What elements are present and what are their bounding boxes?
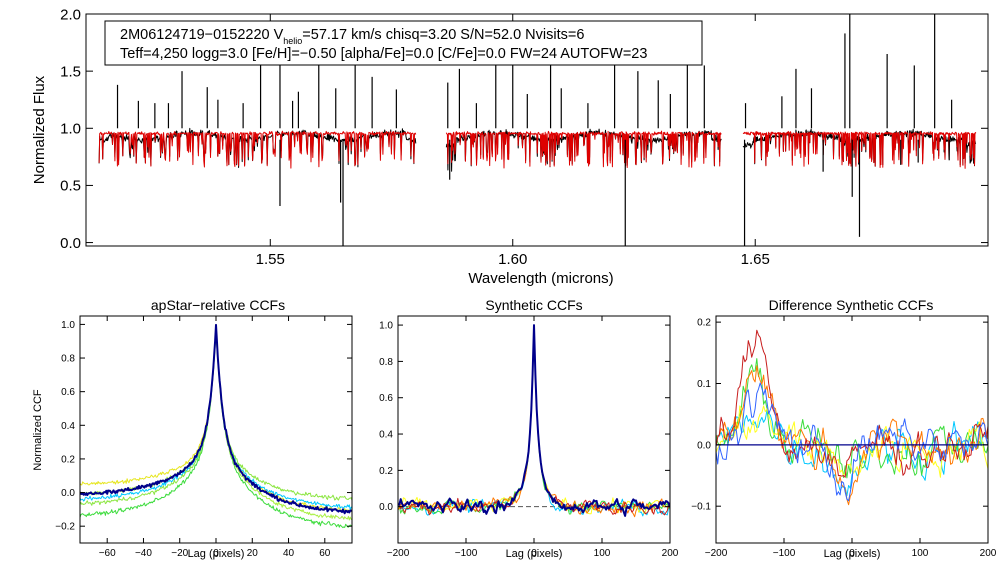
ytick-label: −0.2	[55, 522, 75, 533]
synthetic-fit-line	[742, 130, 977, 169]
info-line-1-subscript: helio	[283, 36, 302, 46]
spectrum-ylabel: Normalized Flux	[31, 75, 48, 184]
ytick-label: 1.0	[379, 321, 393, 332]
synthetic-ccf-plot-area	[398, 324, 670, 518]
xtick-label: 100	[594, 548, 611, 559]
difference-ccf-line	[716, 365, 988, 506]
apstar-ccf-plot-area	[80, 323, 352, 529]
xtick-label: −20	[171, 548, 188, 559]
synthetic-ccf-panel: Synthetic CCFs −200 −100 0 100 200 0.0 0.2 0.4 0…	[379, 297, 679, 560]
difference-ccf-axes: −200 −100 0 100 200 −0.1 0.0 0.1 0.2	[691, 316, 997, 559]
info-line-2: Teff=4,250 logg=3.0 [Fe/H]=−0.50 [alpha/…	[120, 46, 647, 62]
ytick-label: 0.2	[697, 318, 711, 329]
difference-ccf-plot-area	[716, 329, 988, 506]
difference-ccf-title: Difference Synthetic CCFs	[769, 297, 934, 313]
xtick-label: 200	[662, 548, 679, 559]
spectrum-info-box	[104, 20, 703, 66]
xtick-label: 1.60	[498, 251, 527, 268]
synthetic-fit-line	[445, 130, 722, 169]
ytick-label: 0.4	[61, 421, 75, 432]
apstar-ccf-axes: −60 −40 −20 0 20 40 60 −0.2 0.0 0.2 0.4 0.6 0.8 1.0	[55, 316, 352, 559]
difference-ccf-line	[716, 409, 988, 497]
apstar-ccf-line	[80, 327, 352, 511]
ytick-label: 0.1	[697, 379, 711, 390]
difference-ccf-line	[716, 382, 988, 502]
ytick-label: 0.0	[379, 502, 393, 513]
apstar-ccf-ylabel: Normalized CCF	[32, 389, 44, 471]
synthetic-fit-line	[98, 130, 417, 169]
spectrum-panel: 1.55 1.60 1.65 0.0 0.5 1.0 1.5 2.0 Wavelength (…	[31, 6, 989, 287]
ytick-label: 0.4	[379, 430, 393, 441]
ytick-label: 0.2	[379, 466, 393, 477]
synthetic-ccf-title: Synthetic CCFs	[485, 297, 582, 313]
spectrum-axes: 1.55 1.60 1.65 0.0 0.5 1.0 1.5 2.0	[60, 6, 988, 268]
ytick-label: 0.0	[697, 440, 711, 451]
apstar-ccf-line	[80, 328, 352, 506]
xtick-label: −100	[773, 548, 796, 559]
synthetic-ccf-xlabel: Lag (pixels)	[506, 548, 563, 560]
difference-ccf-xlabel: Lag (pixels)	[824, 548, 881, 560]
ytick-label: 0.2	[61, 454, 75, 465]
apstar-ccf-line	[80, 332, 352, 521]
ytick-label: 0.8	[61, 354, 75, 365]
info-line-1: 2M06124719−0152220 Vhelio=57.17 km/s chi…	[120, 27, 584, 46]
apstar-ccf-line	[80, 323, 352, 515]
apstar-ccf-line	[80, 327, 352, 529]
ytick-label: 2.0	[60, 6, 81, 23]
xtick-label: 200	[980, 548, 997, 559]
apstar-ccf-title: apStar−relative CCFs	[151, 297, 285, 313]
xtick-label: 40	[283, 548, 295, 559]
ytick-label: 0.5	[60, 178, 81, 195]
spectrum-frame	[85, 13, 989, 247]
apstar-ccf-panel: apStar−relative CCFs −60 −40 −20 0 20 40 60 −0.…	[32, 297, 353, 560]
xtick-label: −60	[99, 548, 116, 559]
info-line-1-rest: =57.17 km/s chisq=3.20 S/N=52.0 Nvisits=…	[302, 27, 584, 43]
ytick-label: 0.6	[379, 393, 393, 404]
ytick-label: 1.5	[60, 63, 81, 80]
ytick-label: 1.0	[60, 121, 81, 138]
xtick-label: −40	[135, 548, 152, 559]
apstar-ccf-xlabel: Lag (pixels)	[188, 548, 245, 560]
ytick-label: 0.0	[61, 488, 75, 499]
xtick-label: 1.65	[741, 251, 770, 268]
xtick-label: 60	[319, 548, 331, 559]
xtick-label: −100	[455, 548, 478, 559]
ytick-label: 0.0	[60, 235, 81, 252]
xtick-label: 1.55	[256, 251, 285, 268]
synthetic-ccf-line	[398, 324, 670, 517]
xtick-label: −200	[705, 548, 728, 559]
xtick-label: −200	[387, 548, 410, 559]
difference-ccf-line	[716, 358, 988, 479]
apstar-ccf-line	[80, 326, 352, 513]
xtick-label: 100	[912, 548, 929, 559]
xtick-label: 0	[531, 548, 537, 559]
info-line-1-prefix: 2M06124719−0152220 V	[120, 27, 284, 43]
xtick-label: 0	[213, 548, 219, 559]
ytick-label: 0.6	[61, 387, 75, 398]
xtick-label: 20	[247, 548, 259, 559]
ytick-label: 0.8	[379, 357, 393, 368]
ytick-label: −0.1	[691, 502, 711, 513]
spectrum-plot-area	[98, 14, 977, 246]
difference-ccf-panel: Difference Synthetic CCFs −200 −100 0 100 20…	[691, 297, 997, 560]
xtick-label: 0	[849, 548, 855, 559]
spectrum-xlabel: Wavelength (microns)	[468, 270, 613, 287]
ytick-label: 1.0	[61, 320, 75, 331]
synthetic-ccf-line	[398, 333, 670, 515]
synthetic-ccf-axes: −200 −100 0 100 200 0.0 0.2 0.4 0.6 0.8 1.0	[379, 316, 679, 559]
